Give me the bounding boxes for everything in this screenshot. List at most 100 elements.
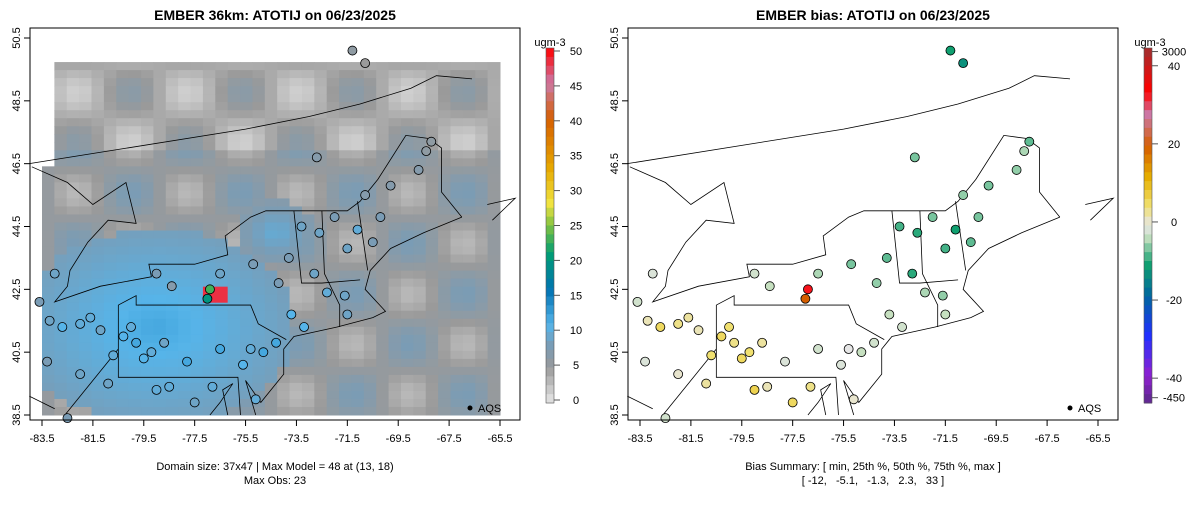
grid-cell	[165, 166, 179, 175]
grid-cell	[425, 310, 439, 320]
colorbar-segment	[546, 101, 554, 111]
grid-cell	[79, 206, 93, 215]
grid-cell	[277, 318, 291, 328]
grid-cell	[351, 374, 365, 384]
grid-cell	[141, 246, 154, 256]
grid-cell	[462, 102, 476, 111]
grid-cell	[178, 214, 192, 223]
grid-cell	[252, 262, 266, 272]
grid-cell	[264, 246, 278, 256]
grid-cell	[252, 270, 266, 280]
grid-cell	[413, 110, 427, 119]
grid-cell	[128, 182, 142, 191]
grid-cell	[277, 406, 291, 416]
grid-cell	[301, 246, 315, 256]
grid-cell	[165, 102, 179, 111]
colorbar-segment	[1144, 367, 1152, 377]
grid-cell	[252, 246, 266, 256]
grid-cell	[363, 350, 377, 360]
grid-cell	[42, 254, 55, 264]
grid-cell	[450, 366, 464, 376]
grid-cell	[450, 126, 464, 135]
grid-cell	[376, 142, 390, 151]
grid-cell	[153, 166, 167, 175]
grid-cell	[339, 390, 352, 400]
grid-cell	[450, 62, 464, 71]
obs-site-marker	[1024, 136, 1035, 147]
grid-cell	[376, 166, 390, 175]
grid-cell	[400, 246, 414, 256]
grid-cell	[351, 142, 365, 151]
grid-cell	[363, 142, 377, 151]
grid-cell	[475, 126, 489, 135]
grid-cell	[438, 174, 451, 183]
grid-cell	[240, 390, 253, 400]
grid-cell	[277, 62, 291, 71]
grid-cell	[438, 182, 451, 191]
grid-cell	[475, 182, 489, 191]
grid-cell	[165, 310, 179, 320]
grid-cell	[339, 190, 352, 199]
grid-cell	[202, 398, 216, 408]
grid-cell	[388, 270, 402, 280]
grid-cell	[413, 86, 427, 95]
grid-cell	[264, 382, 278, 392]
grid-cell	[475, 246, 489, 256]
grid-cell	[363, 166, 377, 175]
grid-cell	[42, 182, 55, 191]
colorbar-tick-label: 30	[570, 186, 582, 198]
grid-cell	[252, 334, 266, 344]
grid-cell	[351, 238, 365, 248]
grid-cell	[178, 398, 192, 408]
grid-cell	[66, 150, 80, 159]
grid-cell	[351, 294, 365, 304]
grid-cell	[215, 174, 229, 183]
grid-cell	[91, 118, 105, 127]
grid-cell	[215, 126, 229, 135]
grid-cell	[128, 262, 142, 272]
grid-cell	[252, 174, 266, 183]
obs-site-marker	[894, 221, 905, 232]
grid-cell	[128, 302, 142, 312]
grid-cell	[339, 374, 352, 384]
grid-cell	[326, 238, 340, 248]
grid-cell	[190, 118, 204, 127]
grid-cell	[450, 270, 464, 280]
colorbar-segment	[546, 83, 554, 93]
grid-cell	[450, 198, 464, 207]
grid-cell	[116, 198, 130, 207]
colorbar-segment	[546, 136, 554, 147]
grid-cell	[202, 182, 216, 191]
grid-cell	[413, 254, 427, 264]
grid-cell	[240, 302, 253, 312]
colorbar-segment	[546, 323, 554, 333]
obs-site-marker	[215, 268, 226, 279]
grid-cell	[277, 278, 291, 288]
grid-cell	[252, 382, 266, 392]
grid-cell	[91, 134, 105, 143]
grid-cell	[314, 254, 328, 264]
grid-cell	[215, 198, 229, 207]
grid-cell	[438, 190, 451, 199]
grid-cell	[54, 398, 68, 408]
boundaries	[627, 75, 1115, 416]
grid-cell	[301, 110, 315, 119]
grid-cell	[215, 366, 229, 376]
grid-cell	[314, 94, 328, 103]
grid-cell	[79, 342, 93, 352]
grid-cell	[326, 262, 340, 272]
grid-cell	[264, 254, 278, 264]
grid-cell	[314, 134, 328, 143]
grid-cell	[79, 358, 93, 368]
grid-cell	[363, 182, 377, 191]
grid-cell	[54, 286, 68, 296]
grid-cell	[400, 238, 414, 248]
grid-cell	[363, 198, 377, 207]
colorbar-segment	[1144, 207, 1152, 218]
grid-cell	[277, 238, 291, 248]
grid-cell	[388, 102, 402, 111]
grid-cell	[153, 78, 167, 87]
grid-cell	[326, 358, 340, 368]
grid-cell	[462, 206, 476, 215]
grid-cell	[103, 174, 117, 183]
